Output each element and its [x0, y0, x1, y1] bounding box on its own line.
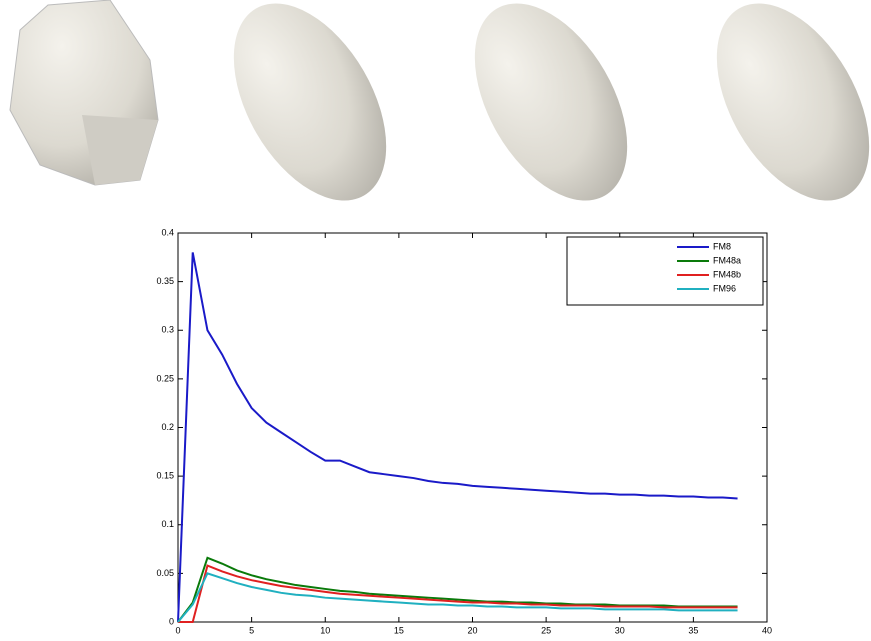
legend-label: FM48b: [713, 269, 741, 279]
series-line: [177, 252, 738, 623]
x-tick-label: 0: [175, 625, 180, 635]
y-tick-label: 0: [169, 616, 174, 626]
renderings: [9, 0, 870, 201]
x-tick-label: 20: [467, 625, 477, 635]
y-tick-label: 0.4: [161, 227, 174, 237]
rendering-smooth: [474, 3, 628, 201]
series-line: [177, 572, 738, 623]
y-tick-label: 0.2: [161, 422, 174, 432]
legend-label: FM8: [713, 241, 731, 251]
y-tick-label: 0.05: [156, 568, 174, 578]
legend-label: FM96: [713, 283, 736, 293]
x-tick-label: 5: [249, 625, 254, 635]
y-tick-label: 0.35: [156, 276, 174, 286]
rendering-face: [82, 115, 158, 185]
y-tick-label: 0.15: [156, 471, 174, 481]
series-line: [178, 564, 738, 623]
x-tick-label: 30: [615, 625, 625, 635]
y-tick-label: 0.25: [156, 373, 174, 383]
rendering-smooth: [716, 3, 870, 201]
y-tick-label: 0.1: [161, 519, 174, 529]
y-tick-label: 0.3: [161, 325, 174, 335]
x-tick-label: 15: [394, 625, 404, 635]
x-tick-label: 40: [762, 625, 772, 635]
legend-label: FM48a: [713, 255, 741, 265]
x-tick-label: 25: [541, 625, 551, 635]
rendering-smooth: [233, 3, 387, 201]
legend-box: [566, 236, 764, 306]
x-tick-label: 35: [688, 625, 698, 635]
x-tick-label: 10: [320, 625, 330, 635]
